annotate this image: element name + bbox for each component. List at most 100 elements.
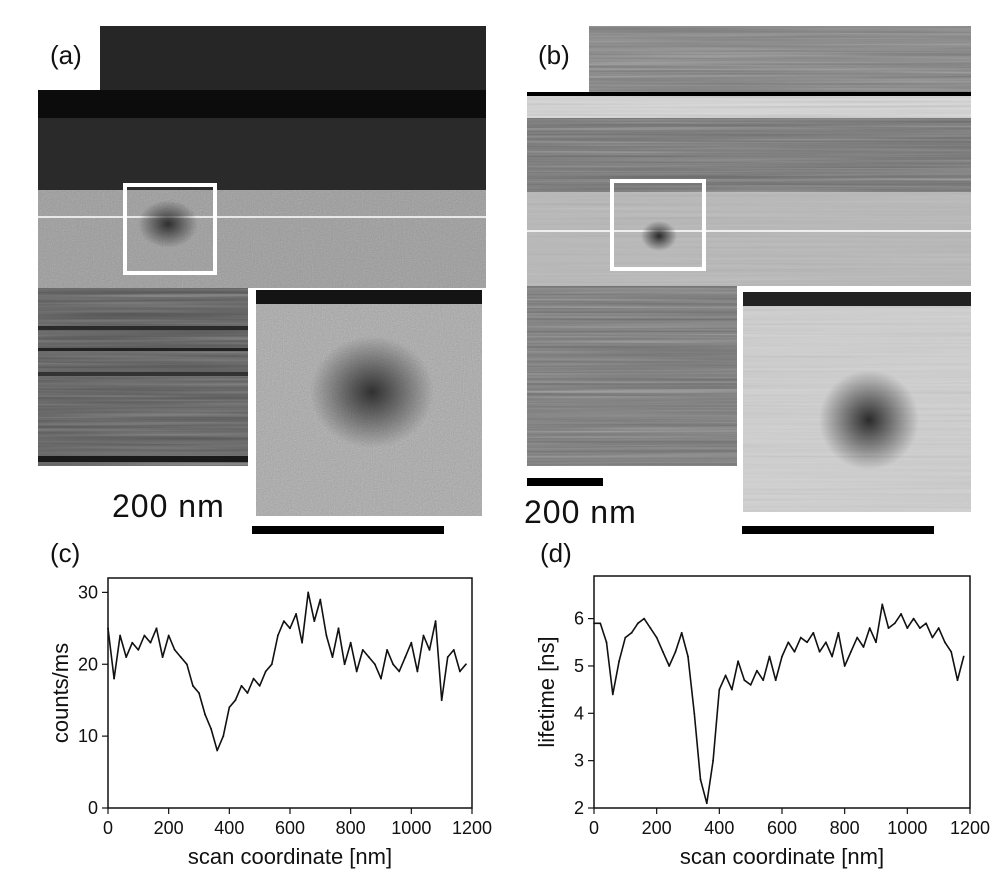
- data-point: [185, 663, 188, 666]
- x-tick-label: 400: [214, 818, 244, 838]
- data-point: [680, 631, 683, 634]
- data-point: [900, 612, 902, 615]
- data-point: [956, 679, 959, 682]
- data-point: [173, 648, 176, 651]
- data-point: [593, 622, 595, 625]
- x-tick-label: 1000: [887, 818, 927, 838]
- data-point: [452, 648, 455, 651]
- scale-bar-b: [742, 526, 934, 534]
- data-point: [768, 655, 771, 658]
- y-axis-label: counts/ms: [48, 643, 73, 743]
- data-point: [787, 641, 790, 644]
- y-tick-label: 4: [574, 703, 584, 723]
- data-point: [216, 749, 219, 752]
- x-axis-label: scan coordinate [nm]: [188, 844, 392, 869]
- data-point: [422, 634, 425, 637]
- data-point: [868, 627, 871, 629]
- data-point: [246, 692, 249, 694]
- data-point: [107, 627, 109, 630]
- x-tick-label: 600: [767, 818, 797, 838]
- data-point: [295, 613, 297, 615]
- data-point: [705, 802, 708, 805]
- y-tick-label: 2: [574, 798, 584, 818]
- scale-bar-b-small: [527, 478, 603, 486]
- y-tick-label: 6: [574, 609, 584, 629]
- data-point: [416, 670, 419, 673]
- data-point: [887, 627, 890, 629]
- x-tick-label: 800: [336, 818, 366, 838]
- data-point: [258, 684, 261, 687]
- data-point: [674, 650, 677, 653]
- data-point: [143, 634, 146, 637]
- data-point: [386, 648, 388, 651]
- data-point: [404, 656, 407, 658]
- data-point: [398, 670, 401, 673]
- data-point: [428, 648, 431, 651]
- data-point: [313, 620, 316, 623]
- data-point: [737, 660, 740, 663]
- data-point: [893, 622, 896, 625]
- data-point: [799, 636, 802, 639]
- data-point: [837, 631, 840, 634]
- data-point: [724, 674, 727, 677]
- data-point: [307, 591, 310, 594]
- data-point: [649, 627, 652, 629]
- data-point: [730, 688, 733, 691]
- image-a: [38, 26, 486, 546]
- data-point: [937, 627, 940, 629]
- data-point: [361, 648, 364, 651]
- data-point: [374, 663, 376, 666]
- data-point: [167, 634, 170, 637]
- data-point: [931, 636, 934, 639]
- x-tick-label: 1200: [950, 818, 990, 838]
- x-tick-label: 600: [275, 818, 305, 838]
- data-point: [137, 648, 140, 651]
- data-point: [465, 663, 467, 666]
- data-point: [198, 692, 200, 694]
- data-point: [749, 683, 752, 686]
- scale-bar-a: [252, 526, 444, 534]
- data-point: [856, 636, 859, 639]
- data-point: [319, 598, 322, 601]
- data-point: [781, 655, 783, 658]
- data-point: [618, 660, 620, 663]
- data-point: [367, 656, 370, 658]
- data-point: [210, 728, 213, 730]
- data-point: [149, 641, 152, 644]
- data-point: [458, 670, 461, 673]
- data-point: [793, 650, 796, 653]
- data-point: [818, 650, 821, 653]
- data-point: [113, 677, 115, 680]
- data-point: [343, 663, 346, 666]
- data-point: [270, 663, 273, 666]
- data-point: [440, 699, 443, 702]
- data-point: [325, 634, 328, 637]
- data-point: [862, 646, 865, 648]
- series-line: [107, 591, 467, 752]
- panel-label-c: (c): [46, 538, 85, 568]
- x-tick-label: 0: [103, 818, 113, 838]
- data-point: [355, 670, 358, 673]
- data-point: [331, 656, 334, 658]
- data-point: [806, 641, 808, 644]
- x-tick-label: 200: [642, 818, 672, 838]
- data-point: [662, 650, 664, 653]
- scale-bar-label-b: 200 nm: [524, 494, 637, 530]
- data-point: [687, 655, 689, 658]
- y-tick-label: 0: [88, 798, 98, 818]
- data-point: [743, 679, 746, 682]
- y-tick-label: 5: [574, 656, 584, 676]
- data-point: [655, 636, 658, 639]
- x-tick-label: 800: [830, 818, 860, 838]
- data-point: [131, 641, 134, 644]
- data-point: [925, 622, 928, 625]
- zoom-frame-a: [123, 183, 217, 275]
- data-point: [624, 636, 627, 639]
- data-point: [410, 641, 413, 644]
- y-tick-label: 3: [574, 751, 584, 771]
- data-point: [179, 656, 182, 658]
- data-point: [605, 641, 608, 644]
- data-point: [283, 620, 285, 623]
- data-point: [155, 627, 158, 630]
